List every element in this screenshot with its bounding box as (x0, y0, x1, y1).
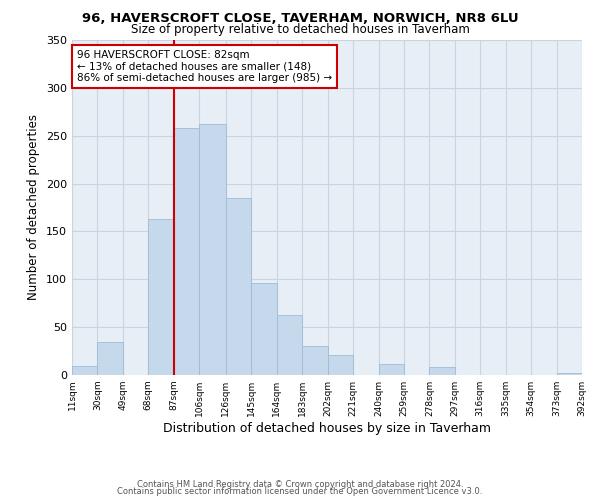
Bar (557, 373, 582, 375)
Text: Size of property relative to detached houses in Taverham: Size of property relative to detached ho… (131, 22, 469, 36)
Bar (277, 314, 302, 375)
Text: Contains public sector information licensed under the Open Government Licence v3: Contains public sector information licen… (118, 487, 482, 496)
Bar (251, 283, 277, 375)
Bar (226, 198, 251, 375)
Bar (302, 346, 328, 375)
Bar (199, 124, 226, 375)
Bar (379, 364, 404, 375)
X-axis label: Distribution of detached houses by size in Taverham: Distribution of detached houses by size … (163, 422, 491, 435)
Text: 96, HAVERSCROFT CLOSE, TAVERHAM, NORWICH, NR8 6LU: 96, HAVERSCROFT CLOSE, TAVERHAM, NORWICH… (82, 12, 518, 26)
Bar (174, 128, 199, 375)
Bar (97, 342, 123, 375)
Bar (148, 219, 174, 375)
Y-axis label: Number of detached properties: Number of detached properties (28, 114, 40, 300)
Bar (72, 366, 97, 375)
Text: Contains HM Land Registry data © Crown copyright and database right 2024.: Contains HM Land Registry data © Crown c… (137, 480, 463, 489)
Bar (328, 355, 353, 375)
Bar (430, 368, 455, 375)
Text: 96 HAVERSCROFT CLOSE: 82sqm
← 13% of detached houses are smaller (148)
86% of se: 96 HAVERSCROFT CLOSE: 82sqm ← 13% of det… (77, 50, 332, 83)
